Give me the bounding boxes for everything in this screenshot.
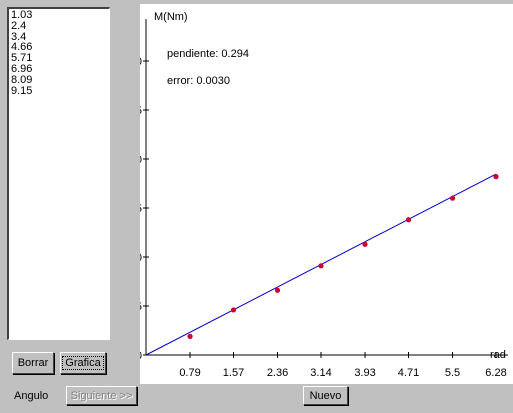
bottom-bar: Angulo Siguiente >> Nuevo: [0, 384, 513, 413]
x-tick-label: 3.14: [310, 367, 331, 379]
borrar-button-label: Borrar: [17, 357, 49, 369]
siguiente-button[interactable]: Siguiente >>: [66, 386, 137, 405]
list-item[interactable]: 5.71: [11, 52, 33, 65]
nuevo-button-label: Nuevo: [309, 389, 342, 402]
data-point: [493, 174, 499, 180]
data-point: [230, 307, 237, 313]
x-tick-label: 3.93: [354, 367, 375, 379]
data-point: [318, 263, 324, 269]
x-tick-label: 2.36: [267, 367, 288, 379]
y-axis-label: M(Nm): [154, 11, 188, 23]
list-item[interactable]: 1.03: [11, 9, 33, 21]
data-point: [187, 333, 193, 339]
list-item[interactable]: 9.15: [11, 84, 33, 97]
values-list: 1.03 2.4 3.4 4.66 5.71 6.96 8.09 9.15: [11, 10, 107, 96]
list-item[interactable]: 4.66: [11, 41, 33, 54]
x-axis-label: rad: [490, 349, 506, 361]
data-point: [449, 195, 456, 201]
y-tick-label: 2.5: [140, 105, 142, 117]
y-tick-label: 1.0: [140, 252, 142, 264]
chart-svg: 0.0 0.5 1.0 1.5 2.0 2.5 3.0 0.79 1.57 2.36 3.14 3.9…: [140, 11, 508, 379]
nuevo-button[interactable]: Nuevo: [303, 386, 348, 405]
grafica-button-label: Grafica: [62, 356, 104, 370]
plot-area: 0.0 0.5 1.0 1.5 2.0 2.5 3.0 0.79 1.57 2.36 3.14 3.9…: [140, 4, 513, 384]
y-tick-label: 0.5: [140, 301, 142, 313]
x-tick-label: 5.5: [445, 367, 460, 379]
data-point: [362, 241, 368, 247]
siguiente-button-label: Siguiente >>: [70, 389, 133, 402]
y-tick-label: 0.0: [140, 350, 142, 362]
angulo-label: Angulo: [14, 390, 49, 402]
error-annotation: error: 0.0030: [167, 75, 230, 87]
list-item[interactable]: 8.09: [11, 73, 33, 86]
list-item[interactable]: 3.4: [11, 30, 27, 43]
y-tick-label: 3.0: [140, 56, 142, 68]
list-item[interactable]: 2.4: [11, 19, 27, 32]
data-point: [274, 287, 281, 293]
y-tick-label: 1.5: [140, 203, 142, 215]
x-tick-label: 4.71: [398, 367, 419, 379]
x-tick-label: 0.79: [179, 367, 200, 379]
values-listbox[interactable]: 1.03 2.4 3.4 4.66 5.71 6.96 8.09 9.15: [7, 7, 110, 340]
x-tick-label: 1.57: [223, 367, 244, 379]
data-point: [405, 217, 412, 223]
x-tick-label: 6.28: [485, 367, 506, 379]
y-tick-label: 2.0: [140, 154, 142, 166]
grafica-button[interactable]: Grafica: [60, 352, 106, 374]
slope-annotation: pendiente: 0.294: [167, 48, 249, 60]
borrar-button[interactable]: Borrar: [12, 352, 54, 374]
list-item[interactable]: 6.96: [11, 62, 33, 75]
